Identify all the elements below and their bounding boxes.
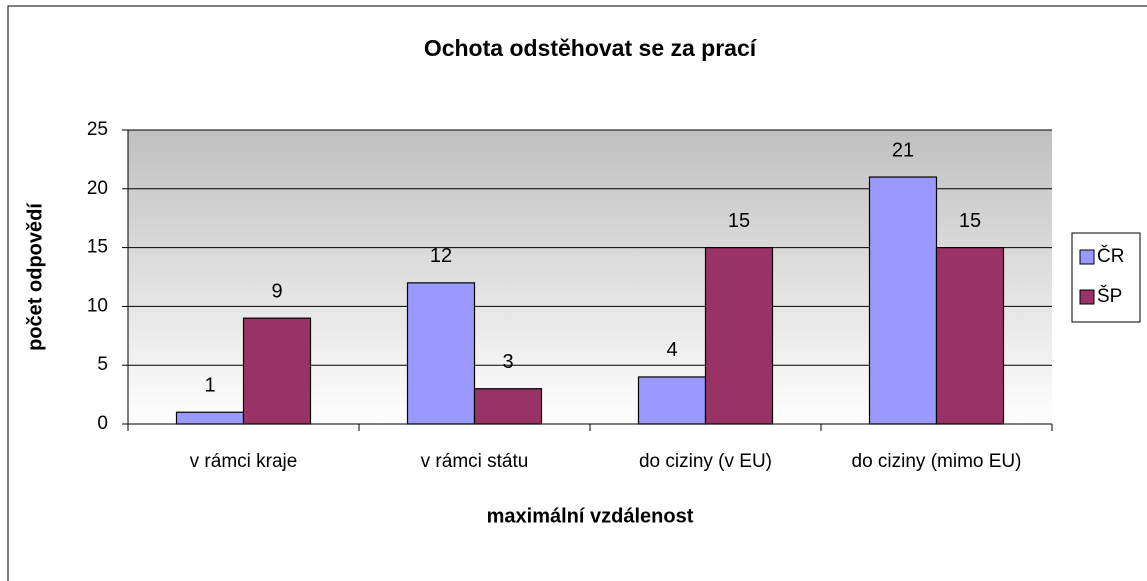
legend-swatch (1079, 249, 1095, 265)
data-label: 3 (502, 351, 513, 373)
legend-box (1071, 232, 1141, 323)
data-label: 21 (892, 139, 914, 161)
legend-label: ČR (1097, 245, 1124, 267)
y-tick-label: 0 (97, 413, 108, 434)
data-label: 12 (430, 245, 452, 267)
bar (935, 247, 1005, 425)
x-tick-label: v rámci kraje (189, 451, 298, 472)
bar (473, 388, 543, 425)
legend-label: ŠP (1097, 285, 1122, 307)
x-tick-label: do ciziny (v EU) (638, 451, 773, 472)
data-label: 15 (728, 210, 750, 232)
bar (637, 376, 707, 425)
x-tick-label: v rámci státu (420, 451, 529, 472)
x-axis-label: maximální vzdálenost (487, 505, 694, 527)
data-label: 4 (666, 339, 677, 361)
bar (175, 411, 245, 425)
data-label: 15 (959, 210, 981, 232)
data-label: 1 (204, 375, 215, 397)
bar (406, 282, 476, 425)
bar (868, 176, 938, 425)
bar (242, 317, 312, 425)
bar (704, 247, 774, 425)
y-tick-label: 15 (87, 237, 108, 258)
data-label: 9 (271, 280, 282, 302)
y-axis-label: počet odpovědí (24, 202, 46, 351)
chart-title: Ochota odstěhovat se za prací (424, 35, 758, 61)
legend-swatch (1079, 289, 1095, 305)
y-tick-label: 25 (87, 119, 108, 140)
y-tick-label: 10 (87, 295, 108, 316)
y-tick-label: 5 (97, 354, 108, 375)
y-tick-label: 20 (87, 178, 108, 199)
x-tick-label: do ciziny (mimo EU) (851, 451, 1022, 472)
